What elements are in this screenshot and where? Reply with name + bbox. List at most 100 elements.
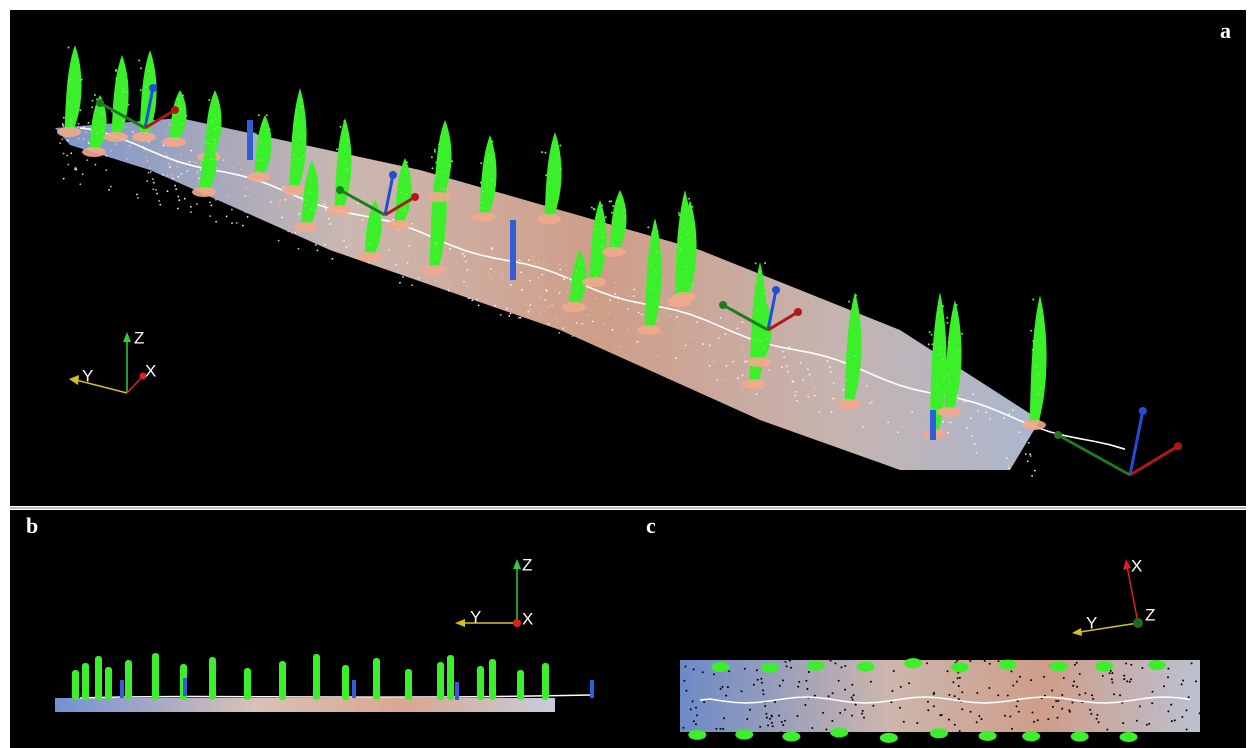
tree-point xyxy=(612,244,614,246)
tree-point xyxy=(310,208,312,210)
ground-point xyxy=(774,701,776,703)
ground-point xyxy=(759,726,761,728)
ground-point xyxy=(890,701,892,703)
ground-point xyxy=(1170,704,1172,706)
ground-point xyxy=(115,143,117,145)
tree-point xyxy=(260,142,262,144)
tree-point xyxy=(656,251,658,253)
tree-point xyxy=(650,288,652,290)
tree-point xyxy=(553,170,555,172)
ground-point xyxy=(275,183,277,185)
axis-label: Y xyxy=(82,366,93,385)
ground-point xyxy=(712,360,714,362)
tree-point xyxy=(122,120,124,122)
ground-point xyxy=(171,174,173,176)
ground-point xyxy=(280,200,282,202)
tree-point xyxy=(691,283,693,285)
ground-point xyxy=(964,401,966,403)
tree-base xyxy=(162,137,186,147)
ground-point xyxy=(831,411,833,413)
ground-point xyxy=(808,671,810,673)
ground-point xyxy=(471,299,473,301)
tree-point xyxy=(70,119,72,121)
ground-point xyxy=(1129,681,1131,683)
tree-point xyxy=(63,117,65,119)
tree xyxy=(437,662,444,700)
tree-point xyxy=(171,124,173,126)
ground-point xyxy=(595,297,597,299)
ground-point xyxy=(657,355,659,357)
ground-point xyxy=(939,714,941,716)
ground-point xyxy=(971,435,973,437)
ground-point xyxy=(947,420,949,422)
tree-point xyxy=(347,139,349,141)
tree-point xyxy=(948,342,950,344)
tree-point xyxy=(947,322,949,324)
tree-point xyxy=(340,126,342,128)
tree-point xyxy=(288,147,290,149)
tree-point xyxy=(435,243,437,245)
ground-point xyxy=(1037,719,1039,721)
ground-point xyxy=(986,452,988,454)
tree-point xyxy=(409,179,411,181)
tree-point xyxy=(266,114,268,116)
ground-point xyxy=(722,379,724,381)
ground-point xyxy=(223,178,225,180)
ground-point xyxy=(855,704,857,706)
ground-point xyxy=(811,727,813,729)
tree xyxy=(807,661,825,671)
tree-point xyxy=(680,249,682,251)
ground-point xyxy=(657,320,659,322)
tree-base xyxy=(582,277,606,287)
ground-point xyxy=(190,150,192,152)
ground-point xyxy=(105,169,107,171)
tree xyxy=(209,657,216,700)
tree-point xyxy=(487,186,489,188)
tree-point xyxy=(1030,330,1032,332)
ground-point xyxy=(167,190,169,192)
tree-point xyxy=(480,162,482,164)
ground-point xyxy=(803,379,805,381)
tree-point xyxy=(1038,373,1040,375)
tree-point xyxy=(673,243,675,245)
ground-point xyxy=(1167,668,1169,670)
tree-point xyxy=(101,113,103,115)
ground-point xyxy=(807,365,809,367)
ground-point xyxy=(720,728,722,730)
ground-point xyxy=(618,345,620,347)
ground-point xyxy=(727,365,729,367)
tree-point xyxy=(1036,375,1038,377)
ground-point xyxy=(771,715,773,717)
ground-point xyxy=(1191,662,1193,664)
ground-point xyxy=(66,155,68,157)
ground-point xyxy=(926,410,928,412)
ground-point xyxy=(800,345,802,347)
tree-point xyxy=(647,226,649,228)
tree-point xyxy=(115,69,117,71)
ground-point xyxy=(744,361,746,363)
ground-point xyxy=(1072,685,1074,687)
ground-point xyxy=(612,329,614,331)
ground-point xyxy=(976,452,978,454)
tree xyxy=(999,660,1017,670)
tree-point xyxy=(645,284,647,286)
ground-point xyxy=(862,710,864,712)
ground-point xyxy=(861,713,863,715)
tree-point xyxy=(434,149,436,151)
axis-label: Y xyxy=(1086,613,1097,632)
tree-point xyxy=(678,214,680,216)
figure: a b c Z Y X Z Y X X Y Z xyxy=(0,0,1256,748)
tree-point xyxy=(770,355,772,357)
tree-point xyxy=(1041,326,1043,328)
ground-point xyxy=(1063,677,1065,679)
ground-cloud xyxy=(55,698,555,712)
tree-point xyxy=(601,205,603,207)
ground-point xyxy=(554,317,556,319)
ground-point xyxy=(362,235,364,237)
ground-point xyxy=(829,366,831,368)
tree-point xyxy=(545,152,547,154)
ground-point xyxy=(949,422,951,424)
tree-point xyxy=(379,236,381,238)
ground-point xyxy=(833,382,835,384)
ground-point xyxy=(200,162,202,164)
